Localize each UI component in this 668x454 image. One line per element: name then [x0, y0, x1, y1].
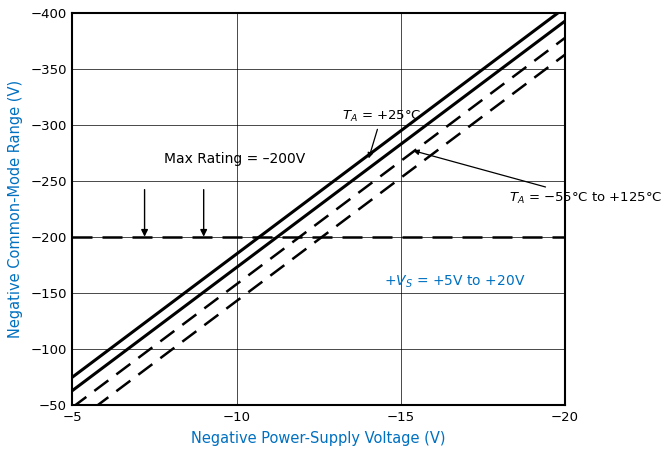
Text: $T_A$ = +25°C: $T_A$ = +25°C: [341, 109, 421, 157]
Text: $+V_S$ = +5V to +20V: $+V_S$ = +5V to +20V: [384, 274, 526, 290]
Text: Max Rating = –200V: Max Rating = –200V: [164, 152, 305, 166]
Text: $T_A$ = −55°C to +125°C: $T_A$ = −55°C to +125°C: [415, 150, 663, 206]
Y-axis label: Negative Common-Mode Range (V): Negative Common-Mode Range (V): [8, 80, 23, 338]
X-axis label: Negative Power-Supply Voltage (V): Negative Power-Supply Voltage (V): [191, 431, 446, 446]
